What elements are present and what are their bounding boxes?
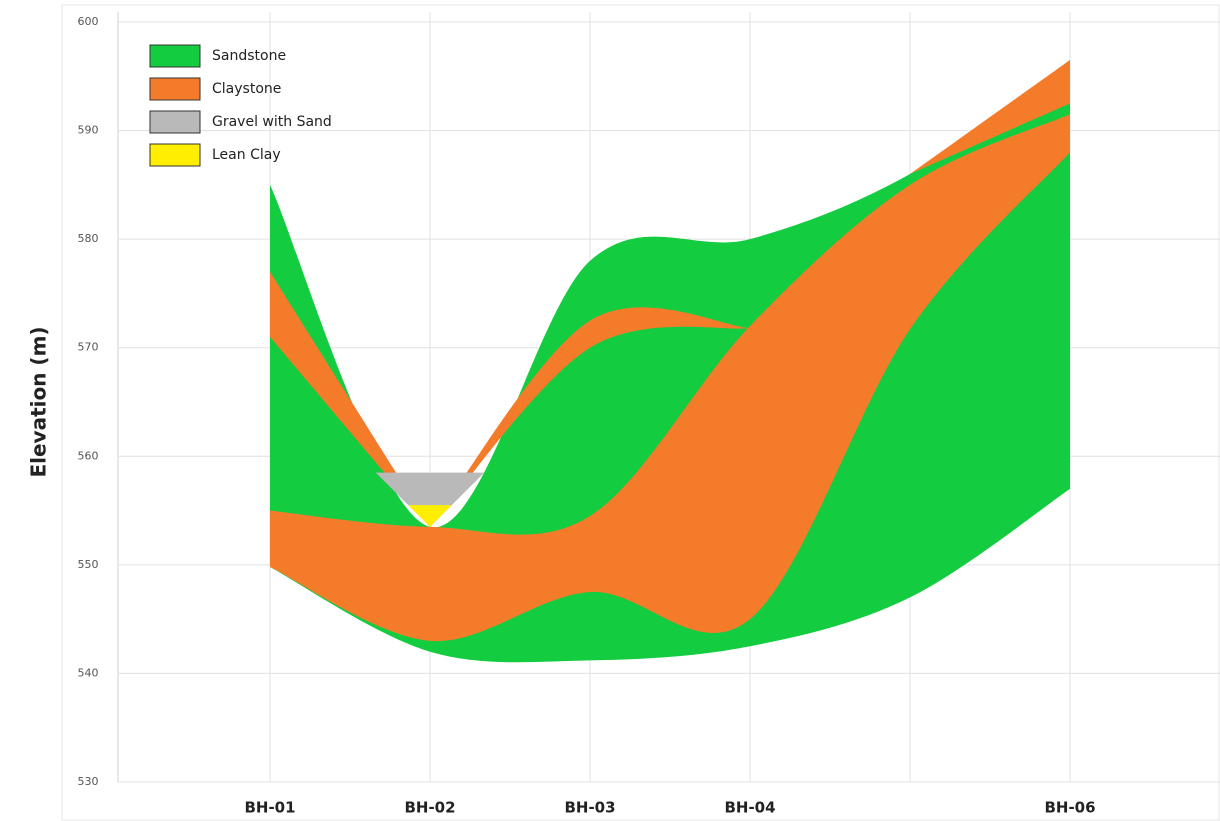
legend-label: Lean Clay (212, 147, 281, 163)
y-tick-label: 600 (78, 15, 99, 28)
x-tick-label: BH-06 (1044, 799, 1095, 817)
y-axis-label: Elevation (m) (27, 326, 51, 477)
legend-swatch (149, 110, 201, 134)
legend-label: Sandstone (212, 48, 286, 64)
y-tick-label: 540 (78, 666, 99, 679)
y-tick-label: 550 (78, 558, 99, 571)
legend-swatch (149, 143, 201, 167)
layer-band (375, 472, 485, 527)
y-tick-label: 530 (78, 775, 99, 788)
layer-band (910, 60, 1070, 174)
y-tick-label: 560 (78, 449, 99, 462)
x-tick-label: BH-02 (404, 799, 455, 817)
layer-band (270, 114, 1070, 642)
layer-band (270, 271, 430, 527)
legend-label: Claystone (212, 81, 281, 97)
frame (61, 4, 1220, 821)
y-tick-label: 570 (78, 341, 99, 354)
legend-label: Gravel with Sand (212, 114, 332, 130)
layer-band (408, 505, 452, 527)
y-tick-label: 590 (78, 124, 99, 137)
legend-swatch (149, 77, 201, 101)
y-tick-label: 580 (78, 232, 99, 245)
x-tick-label: BH-01 (244, 799, 295, 817)
x-tick-label: BH-04 (724, 799, 775, 817)
legend-swatch (149, 44, 201, 68)
x-tick-label: BH-03 (564, 799, 615, 817)
layer-band (270, 60, 1070, 663)
